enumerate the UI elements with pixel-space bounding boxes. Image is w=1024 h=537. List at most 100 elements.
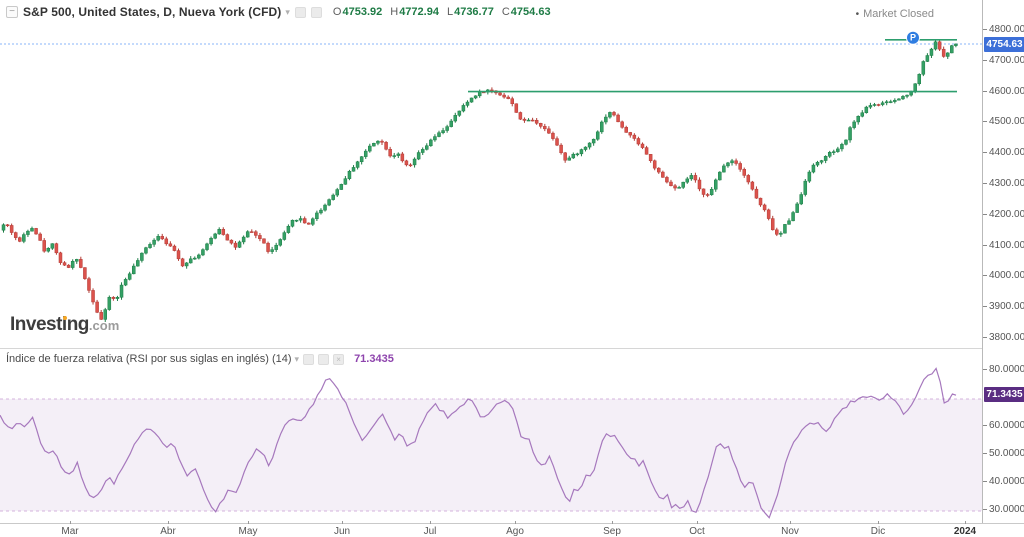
candle-body — [58, 252, 63, 263]
candle-body — [685, 178, 690, 183]
rsi-title[interactable]: Índice de fuerza relativa (RSI por sus s… — [6, 353, 292, 365]
candle-body — [201, 249, 205, 256]
gear-icon[interactable] — [310, 6, 322, 18]
candle-body — [445, 126, 449, 131]
price-axis[interactable]: 4754.63 71.3435 4800.00 4700.00 4600.00 450… — [982, 0, 1024, 523]
candle-body — [213, 233, 217, 239]
price-panel[interactable]: P − S&P 500, United States, D, Nueva Yor… — [0, 0, 982, 348]
market-status: • Market Closed — [856, 8, 934, 20]
eye-icon[interactable] — [294, 6, 306, 18]
candle-body — [766, 209, 771, 219]
candle-body — [827, 152, 832, 157]
candle-body — [612, 112, 616, 116]
price-axis-label: 4000.00 — [989, 270, 1024, 282]
time-axis-label: Oct — [689, 526, 705, 537]
candle-body — [811, 164, 816, 173]
time-axis[interactable]: Mar Abr May Jun Jul Ago Sep Oct Nov Dic 2024 — [0, 521, 1024, 537]
candle-body — [355, 161, 360, 168]
candle-body — [591, 138, 596, 144]
candle-body — [657, 167, 661, 173]
time-axis-tick — [697, 521, 698, 524]
candle-body — [148, 244, 152, 248]
chart-title[interactable]: S&P 500, United States, D, Nueva York (C… — [23, 5, 282, 19]
time-axis-tick — [790, 521, 791, 524]
candle-body — [91, 290, 95, 303]
candle-body — [840, 144, 844, 150]
rsi-panel[interactable]: Índice de fuerza relativa (RSI por sus s… — [0, 348, 982, 523]
candle-body — [738, 163, 742, 170]
candle-body — [746, 175, 751, 183]
chevron-down-icon[interactable]: ▾ — [285, 6, 290, 17]
candle-body — [119, 284, 124, 298]
candle-body — [392, 155, 396, 157]
eye-icon[interactable] — [303, 353, 315, 365]
last-price-badge: 4754.63 — [984, 36, 1024, 52]
chevron-down-icon[interactable]: ▾ — [294, 353, 300, 364]
candle-body — [575, 153, 580, 156]
candle-body — [197, 254, 201, 259]
candle-body — [587, 142, 592, 148]
candle-body — [726, 162, 730, 167]
candle-body — [775, 229, 779, 235]
close-icon[interactable]: × — [333, 353, 345, 365]
price-axis-label: 4700.00 — [989, 54, 1024, 66]
candle-body — [538, 123, 543, 127]
time-axis-label: Dic — [870, 526, 886, 537]
candle-body — [62, 262, 67, 266]
candle-body — [412, 158, 417, 166]
candle-body — [95, 301, 99, 313]
high-label: H — [390, 6, 399, 18]
time-axis-tick — [878, 521, 879, 524]
candle-body — [661, 171, 665, 178]
gear-icon[interactable] — [318, 353, 330, 365]
candle-body — [180, 258, 185, 267]
candle-body — [750, 181, 755, 190]
time-axis-label: Sep — [603, 526, 621, 537]
candle-body — [229, 239, 234, 244]
rsi-band — [0, 399, 982, 511]
candle-body — [258, 235, 262, 240]
candle-body — [13, 232, 18, 238]
candle-body — [278, 239, 283, 246]
candle-body — [852, 121, 856, 128]
candle-body — [262, 238, 266, 244]
candle-body — [469, 97, 474, 103]
time-axis-label: Jul — [423, 526, 437, 537]
candle-body — [937, 41, 942, 50]
candle-body — [46, 248, 51, 252]
price-axis-label: 4400.00 — [989, 147, 1024, 159]
rsi-line — [0, 367, 957, 519]
candle-body — [388, 148, 392, 157]
candle-body — [42, 240, 46, 252]
candle-body — [579, 149, 584, 155]
candle-body — [368, 145, 372, 152]
candle-body — [290, 219, 295, 227]
candle-body — [807, 171, 812, 182]
candle-body — [730, 160, 734, 164]
candle-body — [465, 101, 470, 106]
collapse-legend-icon[interactable]: − — [6, 6, 18, 18]
candle-body — [722, 165, 726, 173]
candle-body — [136, 260, 140, 267]
price-axis-label: 4300.00 — [989, 178, 1024, 189]
candle-body — [225, 234, 230, 241]
axis-tick-mark — [983, 29, 987, 30]
candle-body — [347, 170, 352, 179]
candle-body — [832, 151, 836, 153]
candle-body — [245, 231, 250, 238]
candle-body — [123, 279, 128, 286]
price-axis-label: 3900.00 — [989, 301, 1024, 313]
candle-body — [335, 189, 339, 196]
market-status-label: Market Closed — [863, 8, 934, 20]
candle-body — [770, 218, 775, 231]
candle-body — [282, 232, 287, 240]
candle-body — [437, 132, 441, 137]
candle-body — [551, 132, 555, 139]
candle-body — [758, 197, 763, 206]
axis-tick-mark — [983, 425, 987, 426]
candle-body — [66, 264, 71, 268]
candle-body — [115, 297, 120, 299]
candle-body — [433, 136, 437, 141]
price-alert-marker[interactable] — [906, 30, 920, 45]
candle-body — [131, 265, 136, 275]
